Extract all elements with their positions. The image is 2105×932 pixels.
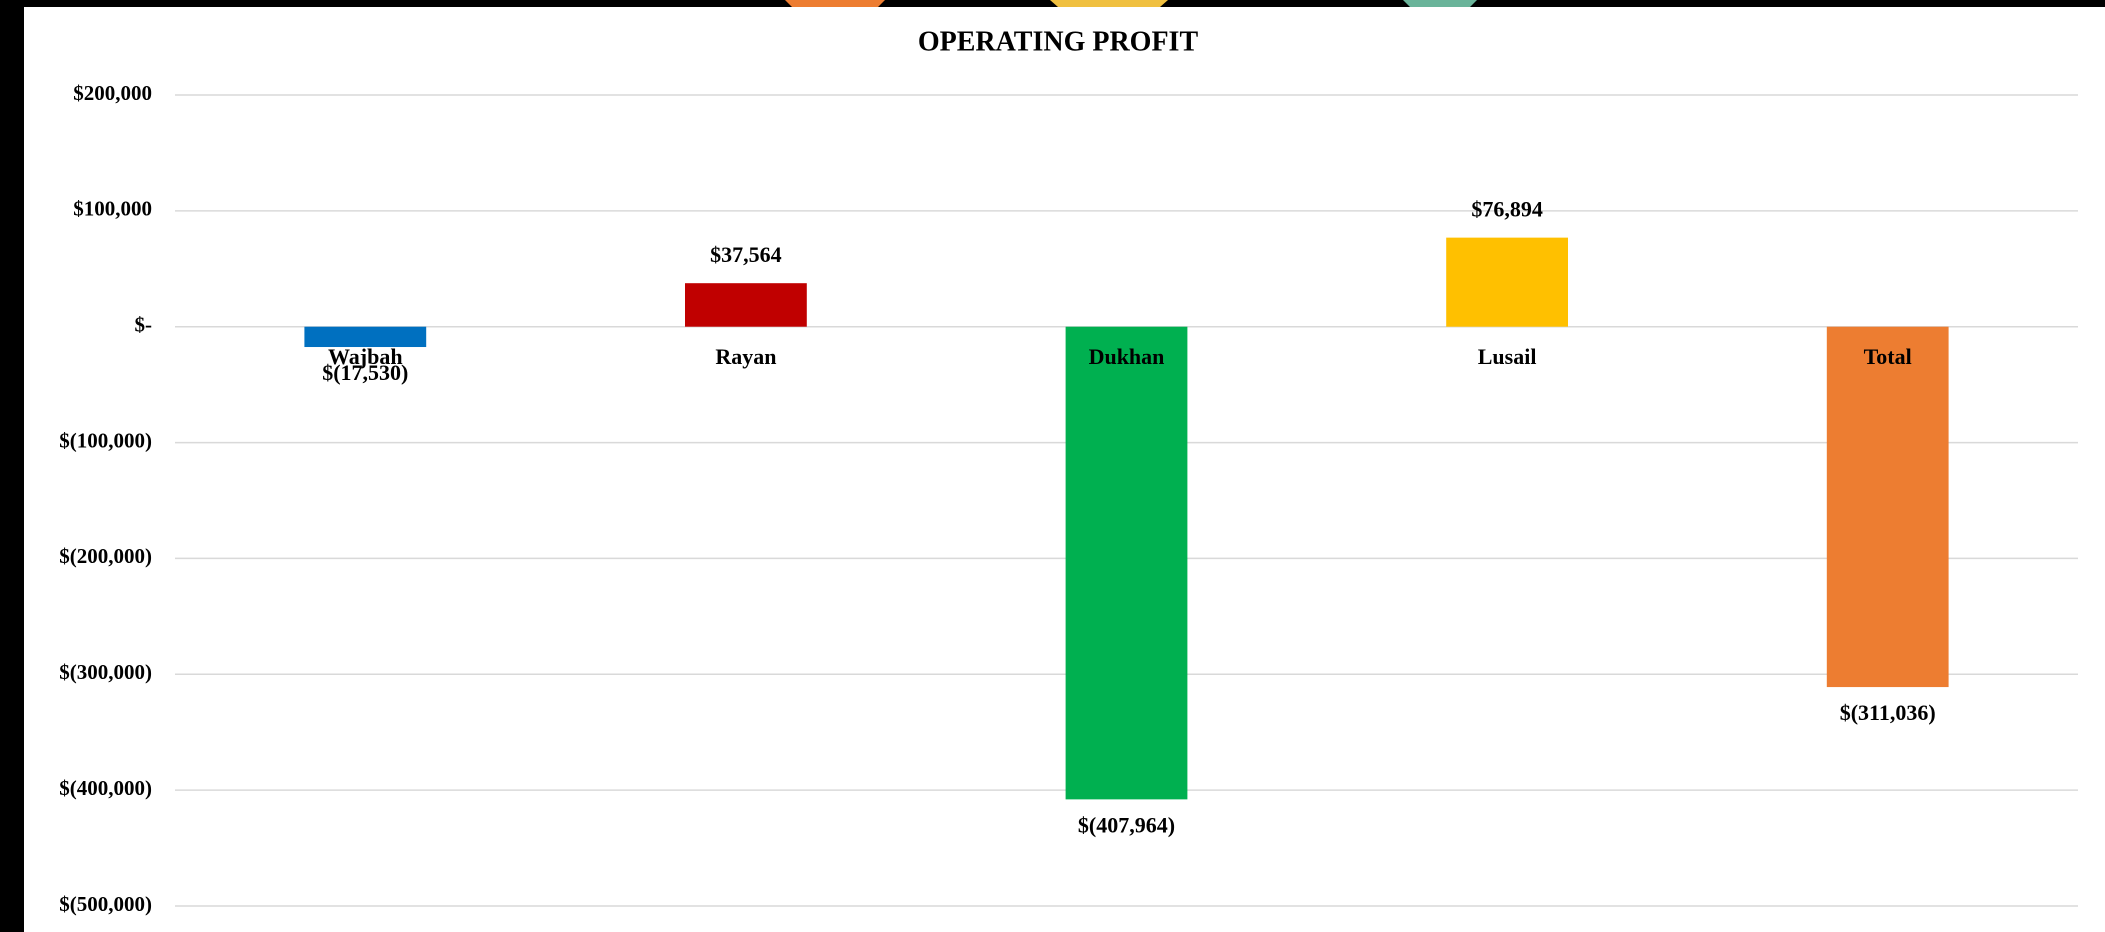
bar (1446, 237, 1568, 327)
y-tick-label: $- (135, 313, 153, 337)
data-label: $(407,964) (1078, 812, 1175, 837)
x-tick-label: Lusail (1478, 344, 1537, 369)
decoration (1050, 0, 1168, 7)
data-label: $37,564 (710, 242, 782, 267)
y-tick-label: $200,000 (73, 81, 152, 105)
data-label: $76,894 (1471, 197, 1543, 222)
bar (685, 283, 807, 327)
x-tick-label: Dukhan (1089, 344, 1165, 369)
x-tick-label: Rayan (715, 344, 776, 369)
y-tick-label: $(300,000) (59, 660, 152, 684)
decoration (1403, 0, 1477, 7)
data-label: $(17,530) (322, 360, 408, 385)
data-label: $(311,036) (1840, 700, 1936, 725)
top-border (0, 0, 2105, 7)
decoration (785, 0, 885, 7)
y-tick-label: $100,000 (73, 197, 152, 221)
left-border (0, 0, 24, 932)
bar (304, 326, 427, 348)
bar (1826, 326, 1949, 688)
x-tick-label: Total (1864, 344, 1912, 369)
bar (1065, 326, 1188, 800)
x-tick-label: Wajbah (328, 344, 403, 369)
y-tick-label: $(400,000) (59, 776, 152, 800)
y-tick-label: $(100,000) (59, 428, 152, 452)
y-tick-label: $(500,000) (59, 892, 152, 916)
y-tick-label: $(200,000) (59, 544, 152, 568)
chart-title: OPERATING PROFIT (918, 26, 1199, 57)
